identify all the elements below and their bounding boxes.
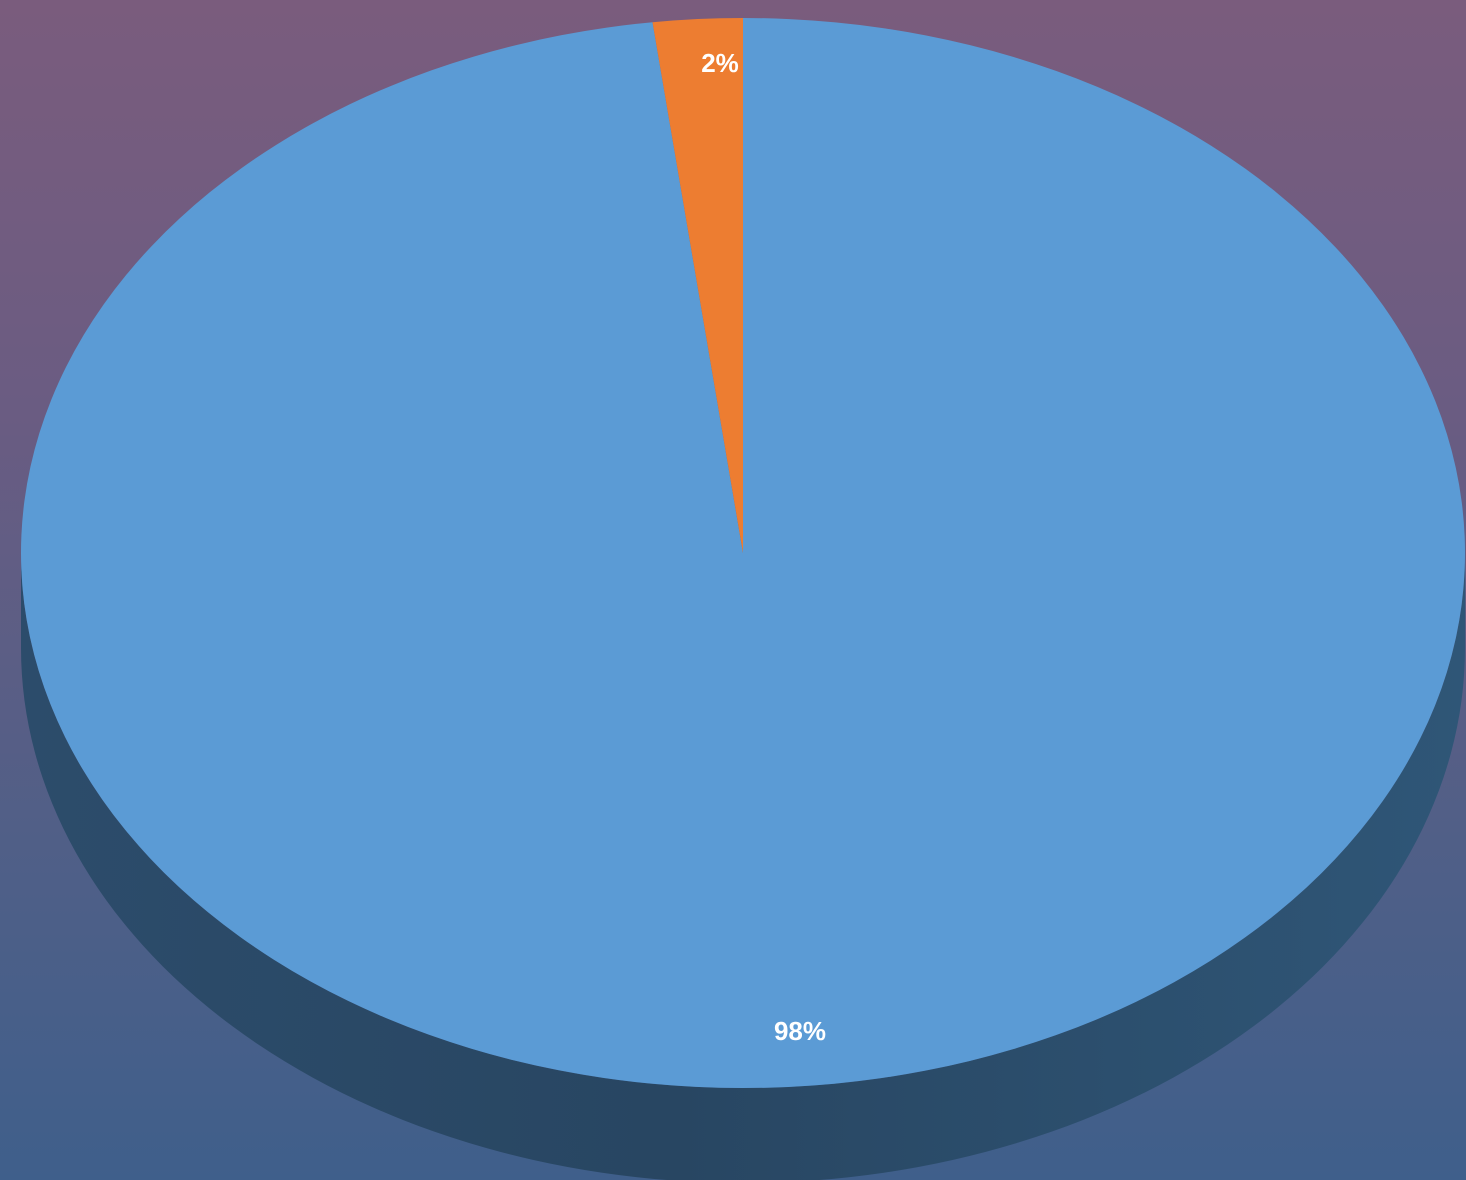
pie-slice-2 <box>652 18 743 553</box>
slice-label-2: 2% <box>701 48 739 78</box>
slice-label-98: 98% <box>774 1016 826 1046</box>
pie-slice-98 <box>21 18 1466 1088</box>
pie-side <box>21 553 1465 1180</box>
pie-top-face <box>21 18 1466 1088</box>
pie-side-wall <box>21 553 1465 1180</box>
pie-data-labels: 98% 2% <box>701 48 826 1046</box>
